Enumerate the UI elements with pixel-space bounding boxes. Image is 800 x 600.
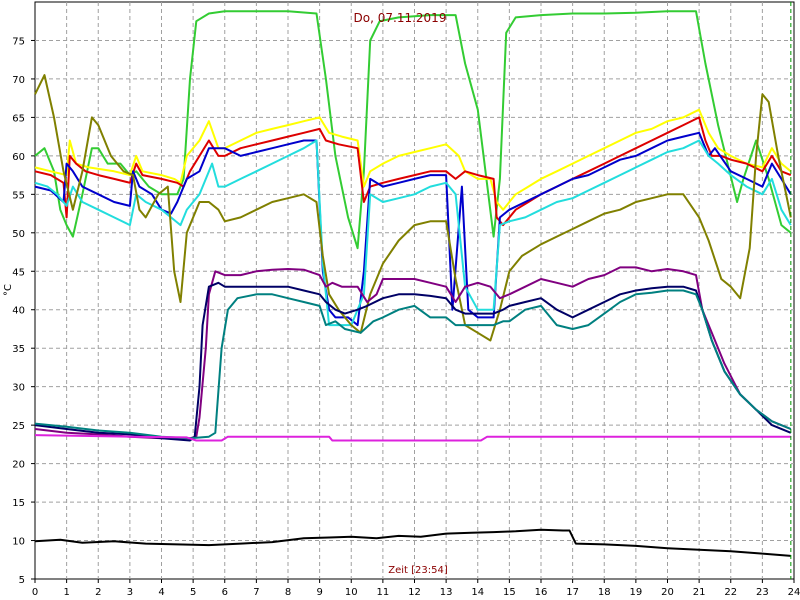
series-line (34, 528, 791, 557)
y-tick-label: 75 (12, 36, 25, 47)
x-tick-label: 15 (503, 587, 516, 598)
x-tick-label: 13 (440, 587, 453, 598)
x-tick-label: 21 (693, 587, 706, 598)
series-line (34, 139, 792, 327)
series-line (34, 10, 792, 250)
y-tick-label: 50 (12, 229, 25, 240)
y-axis-ticks: 5 10 15 20 25 30 35 40 45 50 55 60 65 70 75 (12, 36, 35, 586)
series-line (34, 74, 792, 342)
series-line (34, 434, 791, 442)
y-tick-label: 10 (12, 537, 25, 548)
y-tick-label: 55 (12, 190, 25, 201)
series-line (34, 266, 792, 440)
y-tick-label: 45 (12, 267, 25, 278)
series-line (34, 131, 792, 327)
y-tick-label: 65 (12, 113, 25, 124)
y-tick-label: 25 (12, 421, 25, 432)
x-tick-label: 12 (408, 587, 421, 598)
series-line (34, 108, 792, 211)
x-tick-label: 8 (285, 587, 291, 598)
x-tick-label: 3 (127, 587, 133, 598)
x-tick-label: 1 (63, 587, 69, 598)
y-tick-label: 70 (12, 75, 25, 86)
x-tick-label: 6 (222, 587, 228, 598)
x-tick-label: 16 (535, 587, 548, 598)
series-line (34, 281, 792, 442)
y-axis-label: °C (3, 284, 14, 296)
y-tick-label: 5 (19, 575, 25, 586)
x-tick-label: 0 (32, 587, 38, 598)
x-tick-label: 10 (345, 587, 358, 598)
series-line (34, 116, 792, 227)
x-tick-label: 11 (377, 587, 390, 598)
x-tick-label: 9 (316, 587, 322, 598)
y-tick-label: 60 (12, 152, 25, 163)
x-tick-label: 22 (724, 587, 737, 598)
chart-title: Do, 07.11.2019 (354, 11, 447, 25)
y-tick-label: 40 (12, 306, 25, 317)
x-tick-label: 17 (566, 587, 579, 598)
x-tick-label: 2 (95, 587, 101, 598)
series-lines (34, 10, 792, 557)
x-tick-label: 20 (661, 587, 674, 598)
x-tick-label: 24 (788, 587, 800, 598)
x-tick-label: 18 (598, 587, 611, 598)
x-tick-label: 5 (190, 587, 196, 598)
y-tick-label: 15 (12, 498, 25, 509)
series-line (34, 289, 792, 440)
y-tick-label: 35 (12, 344, 25, 355)
y-tick-label: 20 (12, 460, 25, 471)
x-tick-label: 14 (471, 587, 484, 598)
x-tick-label: 23 (756, 587, 769, 598)
x-tick-label: 19 (630, 587, 643, 598)
x-axis-ticks: 0 1 2 3 4 5 6 7 8 9 10 11 12 13 14 15 16 17 18 19 20 21 22 23 24 (32, 579, 800, 598)
x-tick-label: 7 (253, 587, 259, 598)
x-axis-label: Zeit [23:54] (388, 565, 448, 576)
x-tick-label: 4 (158, 587, 164, 598)
y-tick-label: 30 (12, 383, 25, 394)
